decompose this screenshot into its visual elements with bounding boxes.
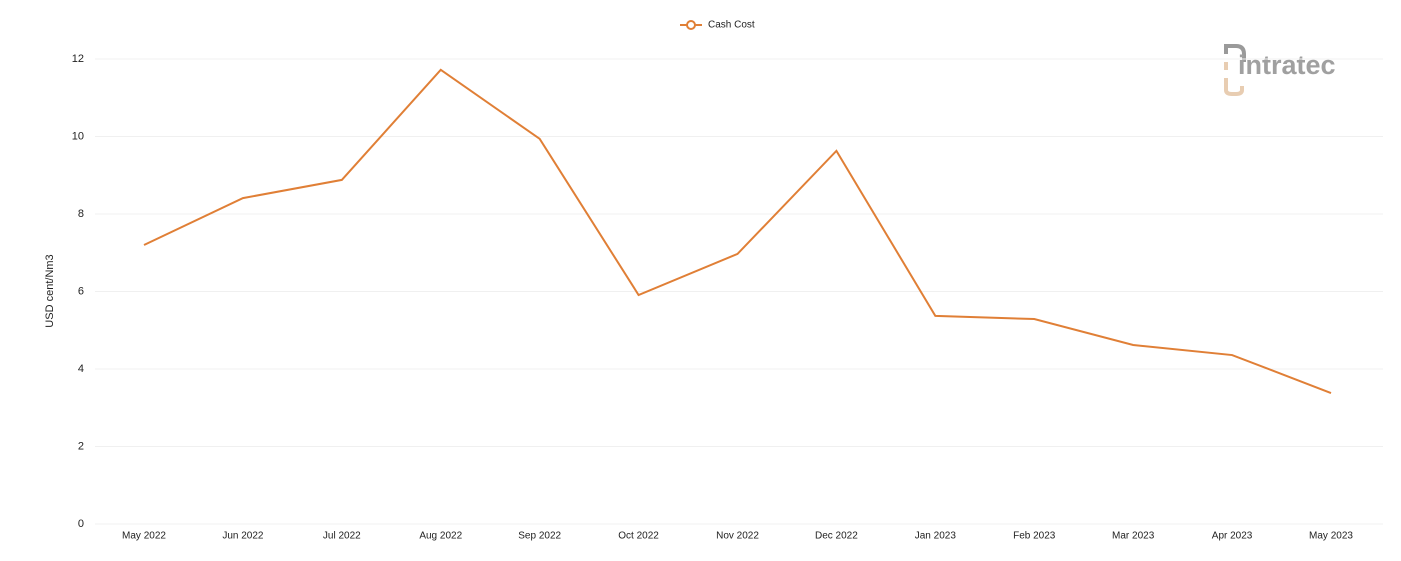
legend-label: Cash Cost (708, 20, 755, 31)
watermark-logo: intratec (1224, 44, 1336, 96)
x-tick-label: Nov 2022 (716, 531, 759, 542)
x-tick-label: Jan 2023 (915, 531, 957, 542)
x-tick-label: Feb 2023 (1013, 531, 1056, 542)
y-tick-label: 2 (78, 440, 84, 452)
x-tick-label: Aug 2022 (419, 531, 462, 542)
y-tick-label: 10 (72, 130, 84, 142)
y-tick-label: 12 (72, 53, 84, 65)
x-tick-label: Mar 2023 (1112, 531, 1155, 542)
y-tick-label: 0 (78, 518, 84, 530)
legend-marker (686, 20, 696, 30)
watermark-text: intratec (1238, 50, 1336, 80)
y-tick-label: 4 (78, 363, 84, 375)
x-tick-label: May 2022 (122, 531, 166, 542)
x-tick-label: Dec 2022 (815, 531, 858, 542)
x-tick-label: Jun 2022 (222, 531, 264, 542)
x-tick-label: Sep 2022 (518, 531, 561, 542)
y-tick-label: 8 (78, 208, 84, 220)
y-tick-label: 6 (78, 285, 84, 297)
x-tick-label: Apr 2023 (1212, 531, 1253, 542)
logo-mark (1224, 62, 1244, 96)
y-axis-label: USD cent/Nm3 (44, 254, 56, 327)
x-tick-label: May 2023 (1309, 531, 1353, 542)
logo-mark (1224, 44, 1246, 62)
data-line (143, 68, 1332, 394)
x-tick-label: Jul 2022 (323, 531, 361, 542)
x-tick-label: Oct 2022 (618, 531, 659, 542)
